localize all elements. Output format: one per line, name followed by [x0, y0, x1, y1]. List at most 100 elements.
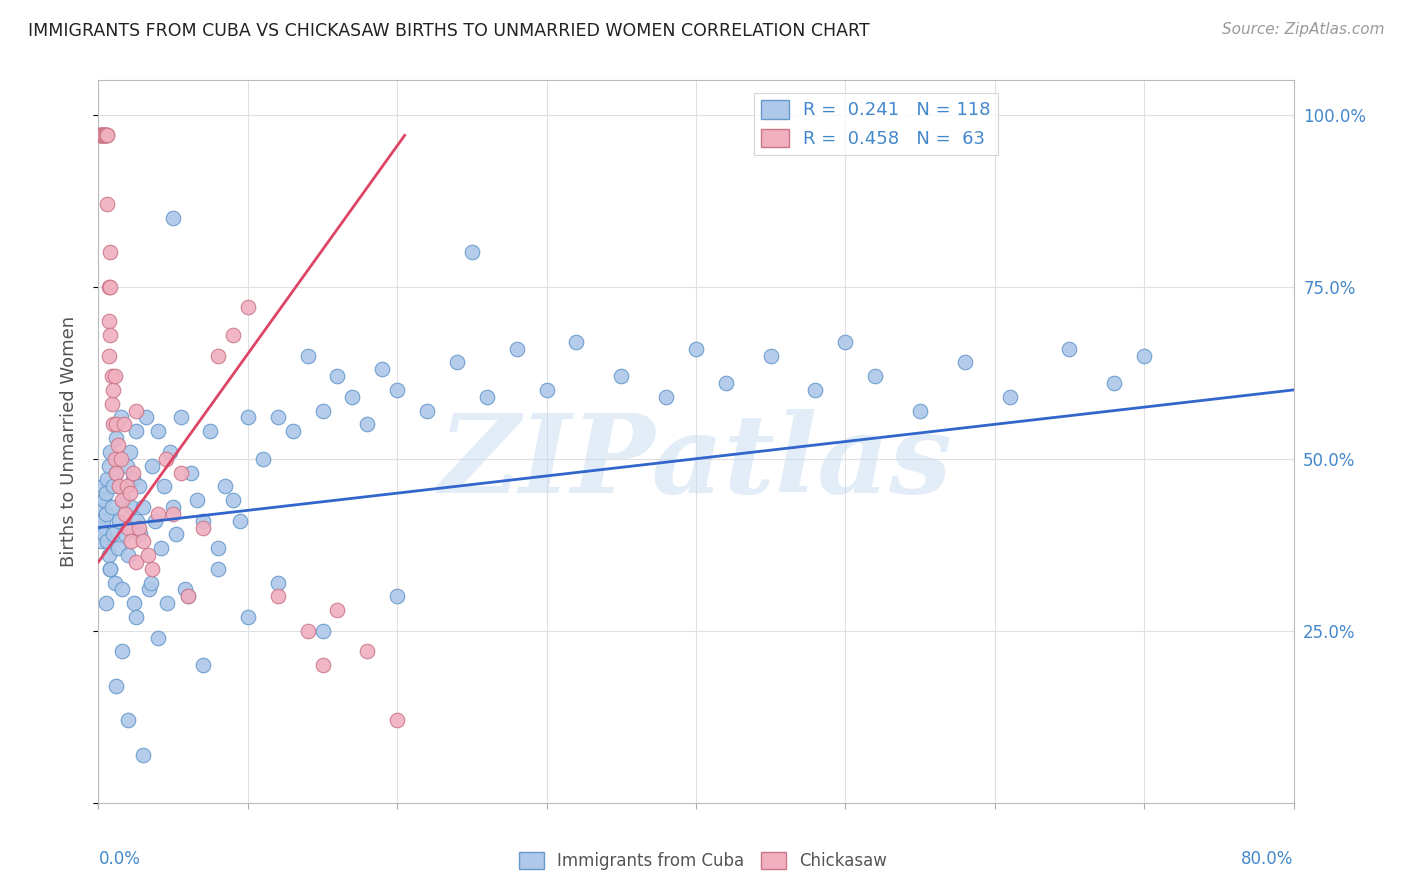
Point	[93, 128, 115, 143]
Point	[93, 128, 115, 143]
Point	[117, 548, 139, 562]
Point	[90, 534, 112, 549]
Point	[148, 424, 170, 438]
Point	[110, 410, 132, 425]
Point	[101, 500, 124, 514]
Point	[311, 658, 333, 673]
Point	[89, 128, 111, 143]
Point	[267, 590, 290, 604]
Point	[759, 349, 782, 363]
Point	[111, 582, 134, 597]
Point	[107, 438, 129, 452]
Point	[311, 403, 333, 417]
Point	[108, 514, 131, 528]
Point	[326, 369, 349, 384]
Legend: Immigrants from Cuba, Chickasaw: Immigrants from Cuba, Chickasaw	[512, 845, 894, 877]
Y-axis label: Births to Unmarried Women: Births to Unmarried Women	[59, 316, 77, 567]
Point	[94, 596, 117, 610]
Point	[191, 514, 214, 528]
Point	[120, 500, 142, 514]
Point	[104, 575, 127, 590]
Point	[804, 383, 827, 397]
Point	[908, 403, 931, 417]
Point	[96, 197, 118, 211]
Point	[96, 472, 118, 486]
Point	[998, 390, 1021, 404]
Point	[311, 624, 333, 638]
Point	[112, 493, 135, 508]
Point	[148, 507, 170, 521]
Point	[371, 362, 394, 376]
Point	[114, 507, 136, 521]
Point	[89, 520, 111, 534]
Point	[91, 128, 114, 143]
Point	[103, 527, 125, 541]
Point	[834, 334, 856, 349]
Point	[125, 424, 148, 438]
Point	[297, 349, 319, 363]
Point	[93, 128, 115, 143]
Point	[125, 555, 148, 569]
Point	[90, 128, 112, 143]
Point	[94, 507, 117, 521]
Point	[124, 596, 146, 610]
Point	[150, 541, 173, 556]
Point	[162, 507, 184, 521]
Point	[93, 527, 115, 541]
Point	[536, 383, 558, 397]
Point	[121, 466, 143, 480]
Point	[174, 582, 197, 597]
Point	[865, 369, 887, 384]
Point	[132, 534, 155, 549]
Point	[115, 479, 138, 493]
Point	[191, 520, 214, 534]
Point	[101, 397, 124, 411]
Point	[446, 355, 468, 369]
Point	[104, 369, 127, 384]
Point	[120, 534, 142, 549]
Point	[125, 610, 148, 624]
Point	[118, 486, 141, 500]
Point	[148, 631, 170, 645]
Point	[110, 451, 132, 466]
Text: ZIPatlas: ZIPatlas	[439, 409, 953, 517]
Point	[159, 445, 181, 459]
Point	[105, 431, 128, 445]
Point	[169, 466, 191, 480]
Point	[101, 369, 124, 384]
Point	[103, 417, 125, 432]
Point	[128, 479, 150, 493]
Point	[236, 301, 259, 315]
Point	[1059, 342, 1081, 356]
Point	[125, 403, 148, 417]
Point	[416, 403, 439, 417]
Point	[98, 562, 122, 576]
Point	[222, 493, 245, 508]
Point	[141, 562, 163, 576]
Point	[121, 472, 143, 486]
Point	[191, 658, 214, 673]
Point	[267, 410, 290, 425]
Legend: R =  0.241   N = 118, R =  0.458   N =  63: R = 0.241 N = 118, R = 0.458 N = 63	[754, 93, 998, 155]
Point	[356, 417, 378, 432]
Point	[953, 355, 976, 369]
Point	[326, 603, 349, 617]
Point	[236, 410, 259, 425]
Point	[90, 128, 112, 143]
Point	[98, 445, 122, 459]
Point	[118, 445, 141, 459]
Point	[129, 527, 152, 541]
Point	[155, 451, 177, 466]
Point	[117, 520, 139, 534]
Point	[105, 679, 128, 693]
Point	[128, 520, 150, 534]
Point	[94, 128, 117, 143]
Point	[177, 590, 200, 604]
Point	[111, 644, 134, 658]
Point	[207, 541, 229, 556]
Point	[565, 334, 588, 349]
Point	[98, 327, 122, 342]
Point	[200, 424, 222, 438]
Point	[385, 590, 409, 604]
Point	[90, 128, 112, 143]
